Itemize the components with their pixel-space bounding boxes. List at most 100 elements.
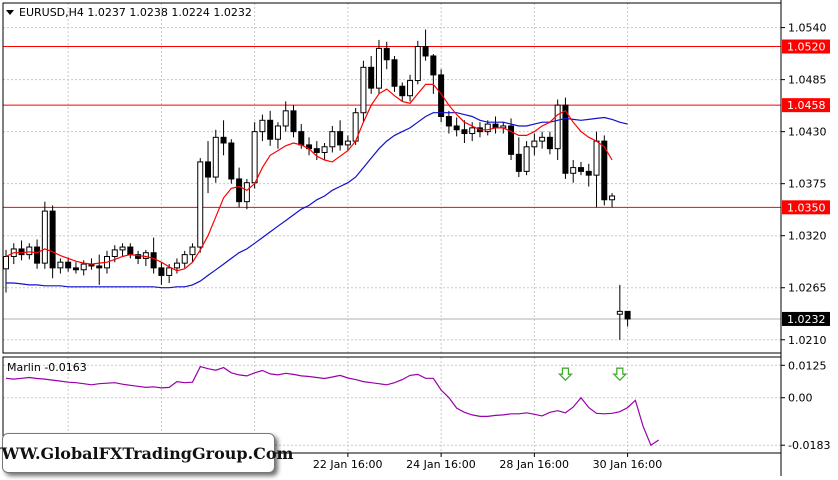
candle-body — [430, 55, 437, 76]
indicator-header: Marlin -0.0163 — [7, 361, 87, 374]
candle-body — [243, 182, 250, 203]
horizontal-levels[interactable]: 1.0520 1.0458 1.0350 1.0232 — [3, 39, 830, 326]
candle-body — [251, 131, 258, 184]
indicator-tick-label: -0.0183 — [788, 439, 830, 452]
price-axis-labels: 1.0540 1.0485 1.0430 1.0375 1.0320 1.0265 1.02… — [781, 22, 827, 347]
time-tick-label: 28 Jan 16:00 — [499, 458, 569, 471]
candle-body — [181, 254, 188, 264]
moving-averages — [5, 83, 628, 289]
candle-body — [267, 119, 274, 140]
price-tick-label: 1.0375 — [788, 178, 827, 191]
time-axis-labels: 22 Jan 16:00 24 Jan 16:00 28 Jan 16:00 30 J… — [313, 453, 662, 471]
candle-body — [41, 210, 48, 264]
candle-body — [111, 249, 118, 258]
candle-body — [228, 142, 235, 180]
level-label: 1.0350 — [787, 201, 826, 214]
candle-body — [414, 46, 421, 82]
candle-body — [135, 254, 142, 259]
price-tick-label: 1.0430 — [788, 126, 827, 139]
marlin-indicator — [5, 365, 660, 447]
candle-body — [274, 125, 281, 140]
candle-body — [298, 131, 305, 146]
candle-body — [18, 248, 25, 256]
candle-body — [166, 267, 173, 276]
candle-body — [282, 110, 289, 127]
candle-body — [189, 246, 196, 256]
symbol-dropdown-icon[interactable] — [6, 10, 14, 15]
watermark-badge: WWW.GlobalFXTradingGroup.Com — [0, 433, 293, 473]
candle-body — [142, 252, 149, 259]
candle-body — [259, 119, 266, 133]
candle-body — [554, 104, 561, 150]
price-tick-label: 1.0485 — [788, 74, 827, 87]
candle-body — [469, 127, 476, 135]
candle-body — [313, 148, 320, 153]
candle-body — [593, 140, 600, 176]
candle-body — [399, 85, 406, 97]
time-tick-label: 22 Jan 16:00 — [313, 458, 383, 471]
price-tick-label: 1.0210 — [788, 334, 827, 347]
candle-body — [624, 310, 631, 320]
candle-body — [57, 261, 64, 269]
price-tick-label: 1.0540 — [788, 22, 827, 35]
candle-body — [344, 140, 351, 146]
candle-body — [484, 123, 491, 133]
candle-body — [337, 131, 344, 146]
candle-body — [65, 261, 72, 269]
candle-body — [570, 167, 577, 174]
candle-body — [375, 47, 382, 89]
candle-body — [173, 262, 180, 269]
candle-body — [368, 66, 375, 89]
indicator-tick-label: 0.00 — [788, 392, 813, 405]
candle-body — [453, 125, 460, 131]
level-label: 1.0458 — [787, 99, 826, 112]
candle-body — [212, 136, 219, 178]
candle-body — [531, 140, 538, 148]
candle-body — [290, 110, 297, 133]
candle-body — [562, 104, 569, 174]
marlin-line — [5, 365, 660, 447]
current-price-box — [782, 311, 830, 326]
candle-body — [360, 66, 367, 114]
candle-body — [422, 46, 429, 57]
candle-body — [523, 146, 530, 172]
indicator-axis-labels: 0.0125 0.00 -0.0183 — [781, 359, 830, 452]
candle-body — [321, 146, 328, 153]
level-label-box — [782, 39, 830, 54]
candlestick-series — [3, 29, 631, 340]
candle-body — [539, 136, 546, 142]
candle-body — [205, 161, 212, 178]
candle-body — [383, 47, 390, 61]
level-label-box — [782, 200, 830, 215]
candle-body — [391, 59, 398, 87]
watermark-text: WWW.GlobalFXTradingGroup.Com — [0, 443, 294, 463]
candle-body — [72, 267, 79, 271]
candle-body — [150, 252, 157, 269]
candle-body — [461, 129, 468, 135]
candle-body — [80, 263, 87, 271]
candle-body — [96, 265, 103, 269]
candle-body — [438, 74, 445, 118]
indicator-tick-label: 0.0125 — [788, 359, 827, 372]
candle-body — [26, 246, 33, 256]
candle-body — [577, 167, 584, 172]
candle-body — [197, 161, 204, 248]
signal-arrow-down-icon — [612, 367, 628, 382]
indicator-grid — [3, 357, 781, 453]
price-tick-label: 1.0265 — [788, 282, 827, 295]
candle-body — [609, 195, 616, 201]
candle-body — [220, 136, 227, 144]
candle-body — [119, 246, 126, 251]
candle-body — [601, 140, 608, 201]
ma-slow-line — [6, 112, 628, 289]
price-tick-label: 1.0320 — [788, 230, 827, 243]
candle-body — [127, 246, 134, 256]
time-tick-label: 24 Jan 16:00 — [406, 458, 476, 471]
current-price-label: 1.0232 — [787, 313, 826, 326]
level-label-box — [782, 98, 830, 113]
signal-arrow-down-icon — [557, 367, 574, 382]
level-label: 1.0520 — [787, 41, 826, 54]
candle-body — [546, 136, 553, 150]
